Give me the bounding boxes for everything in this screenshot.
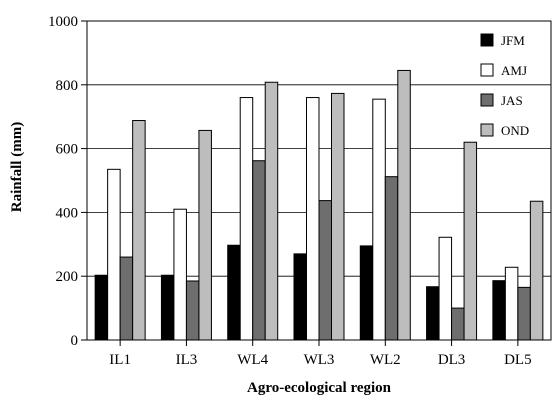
bar-jas-dl3 [451, 307, 465, 341]
x-tick-label: DL5 [504, 352, 532, 368]
x-axis-title: Agro-ecological region [247, 380, 392, 396]
bar-ond-wl4 [264, 81, 279, 341]
bar-ond-il3 [198, 129, 212, 341]
legend-swatch-amj [480, 63, 494, 77]
axes: 0 200 400 600 800 1000 IL1 IL3 WL4 WL3 WL2 DL3 DL5 [48, 14, 552, 368]
bar-jfm-il1 [94, 274, 109, 341]
bar-amj-wl4 [239, 97, 254, 341]
bar-jfm-dl5 [492, 280, 506, 341]
bar-jas-dl5 [517, 286, 531, 341]
bar-jfm-wl4 [227, 244, 241, 341]
bar-amj-il1 [107, 168, 121, 341]
bar-jas-wl3 [318, 200, 332, 341]
bar-jfm-wl3 [293, 253, 307, 341]
legend: JFM AMJ JAS OND [480, 33, 529, 138]
legend-label-jfm: JFM [501, 33, 525, 48]
bar-jas-wl4 [252, 160, 266, 341]
x-tick-label: WL2 [370, 352, 401, 368]
bar-jfm-wl2 [359, 245, 374, 341]
bar-jfm-il3 [160, 274, 175, 341]
legend-swatch-jas [480, 93, 494, 107]
bar-jas-il1 [119, 256, 134, 341]
x-tick-label: WL4 [237, 352, 268, 368]
y-axis-title: Rainfall (mm) [9, 122, 25, 212]
bar-ond-dl3 [463, 141, 478, 341]
y-tick-label: 0 [71, 333, 79, 349]
x-tick-label: IL3 [176, 352, 198, 368]
y-tick-label: 400 [56, 205, 79, 221]
bar-ond-il1 [132, 120, 146, 341]
bar-ond-dl5 [529, 200, 544, 341]
bar-amj-wl2 [372, 98, 386, 341]
legend-swatch-jfm [480, 33, 494, 47]
bar-amj-dl5 [504, 266, 519, 341]
legend-label-jas: JAS [501, 93, 523, 108]
legend-label-amj: AMJ [501, 63, 527, 78]
bar-ond-wl3 [331, 92, 345, 341]
bars [94, 69, 544, 341]
bar-jfm-dl3 [426, 286, 440, 341]
y-tick-label: 800 [56, 78, 79, 94]
x-tick-label: DL3 [438, 352, 466, 368]
y-tick-label: 600 [56, 142, 79, 158]
legend-label-ond: OND [501, 123, 529, 138]
bar-ond-wl2 [397, 69, 411, 341]
bar-amj-dl3 [438, 236, 453, 341]
plot-frame [86, 20, 552, 341]
legend-swatch-ond [480, 123, 494, 137]
x-tick-label: WL3 [304, 352, 335, 368]
bar-amj-wl3 [306, 97, 320, 341]
x-tick-label: IL1 [109, 352, 131, 368]
y-tick-label: 200 [56, 269, 79, 285]
bar-amj-il3 [173, 208, 187, 341]
bar-jas-wl2 [384, 176, 399, 341]
bar-jas-il3 [185, 280, 200, 341]
y-tick-label: 1000 [48, 14, 78, 30]
